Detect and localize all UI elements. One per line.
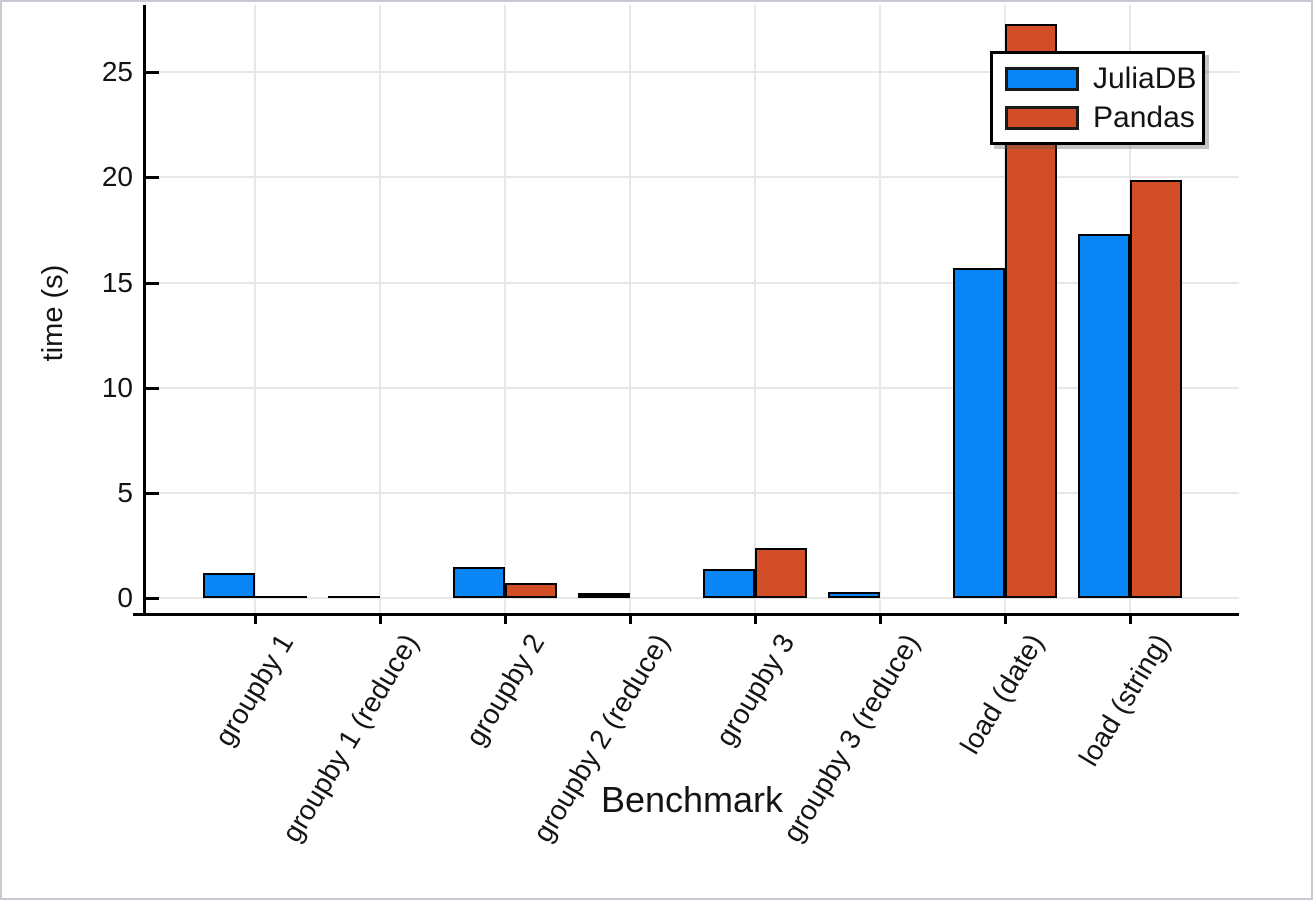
bar-juliadb-load-string <box>1078 234 1131 599</box>
grid-line-x-groupby-1 <box>254 5 256 615</box>
bar-pandas-groupby-1 <box>255 595 307 599</box>
grid-line-y-5 <box>145 492 1239 494</box>
y-tick-label-15: 15 <box>101 266 133 298</box>
grid-line-x-groupby-2 <box>504 5 507 615</box>
bar-juliadb-groupby-3 <box>703 568 756 599</box>
y-axis-title: time (s) <box>37 264 69 362</box>
bar-juliadb-groupby-1-reduce <box>328 595 381 599</box>
bar-juliadb-groupby-3-reduce <box>828 591 881 599</box>
y-tick-20 <box>146 176 159 180</box>
y-tick-label-5: 5 <box>117 477 133 508</box>
grid-line-x-groupby-1-reduce <box>379 5 382 615</box>
x-axis-spine <box>133 613 1239 616</box>
x-tick-groupby-3-reduce <box>879 614 883 624</box>
x-tick-groupby-1 <box>254 614 257 624</box>
y-tick-0 <box>146 597 159 601</box>
legend-item-pandas: Pandas <box>1005 100 1202 134</box>
x-tick-groupby-2-reduce <box>629 614 633 624</box>
x-tick-load-string <box>1129 614 1133 624</box>
y-tick-5 <box>146 492 159 495</box>
grid-line-y-10 <box>145 386 1239 389</box>
x-tick-groupby-1-reduce <box>379 614 383 624</box>
grid-line-x-groupby-2-reduce <box>629 5 632 615</box>
x-tick-label-groupby-2: groupby 2 <box>459 628 550 752</box>
legend-item-juliadb: JuliaDB <box>1005 61 1202 95</box>
bar-juliadb-load-date <box>953 267 1006 599</box>
x-axis-title: Benchmark <box>600 779 784 820</box>
y-tick-label-10: 10 <box>101 371 133 403</box>
x-tick-groupby-3 <box>754 614 758 624</box>
grid-line-y-0 <box>145 597 1239 600</box>
legend-swatch-pandas <box>1005 105 1079 130</box>
legend-label-pandas: Pandas <box>1093 100 1195 134</box>
x-tick-label-load-string: load (string) <box>1072 628 1176 772</box>
x-tick-groupby-2 <box>504 614 508 624</box>
grid-line-y-25 <box>145 71 1239 74</box>
y-tick-10 <box>146 386 159 390</box>
bar-pandas-groupby-3 <box>755 547 808 599</box>
y-tick-label-20: 20 <box>101 161 133 193</box>
y-tick-label-25: 25 <box>101 56 133 88</box>
grid-line-y-20 <box>145 176 1239 179</box>
y-tick-label-0: 0 <box>117 582 133 614</box>
legend-swatch-juliadb <box>1005 66 1079 91</box>
y-axis-spine <box>143 5 146 616</box>
bar-pandas-groupby-2 <box>505 583 558 599</box>
x-tick-label-groupby-3: groupby 3 <box>709 628 800 752</box>
legend-label-juliadb: JuliaDB <box>1093 61 1197 95</box>
x-tick-label-groupby-1-reduce: groupby 1 (reduce) <box>276 628 425 848</box>
grid-line-x-groupby-3 <box>754 5 757 615</box>
bar-pandas-load-string <box>1130 179 1183 599</box>
y-tick-15 <box>146 281 159 285</box>
bar-juliadb-groupby-2-reduce <box>578 592 631 599</box>
bar-juliadb-groupby-2 <box>453 566 506 599</box>
legend: JuliaDB Pandas <box>990 51 1205 145</box>
y-tick-25 <box>146 71 159 75</box>
x-tick-label-load-date: load (date) <box>954 628 1051 760</box>
grid-line-x-groupby-3-reduce <box>879 5 882 615</box>
x-tick-label-groupby-1: groupby 1 <box>208 628 300 752</box>
x-tick-load-date <box>1004 614 1008 624</box>
bars-layer <box>145 5 1239 615</box>
plot-area <box>145 5 1239 615</box>
grid-line-y-15 <box>145 281 1239 284</box>
bar-juliadb-groupby-1 <box>203 572 255 599</box>
